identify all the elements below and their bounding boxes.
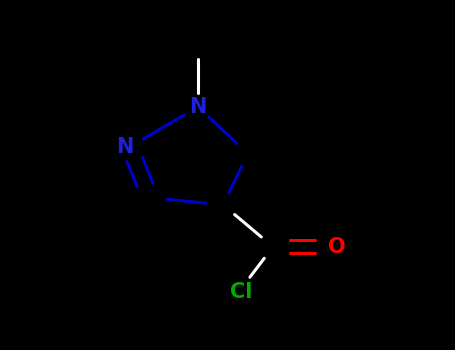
Text: Cl: Cl xyxy=(230,282,253,302)
Text: O: O xyxy=(328,237,345,257)
Text: N: N xyxy=(116,137,134,157)
Text: N: N xyxy=(189,97,207,117)
